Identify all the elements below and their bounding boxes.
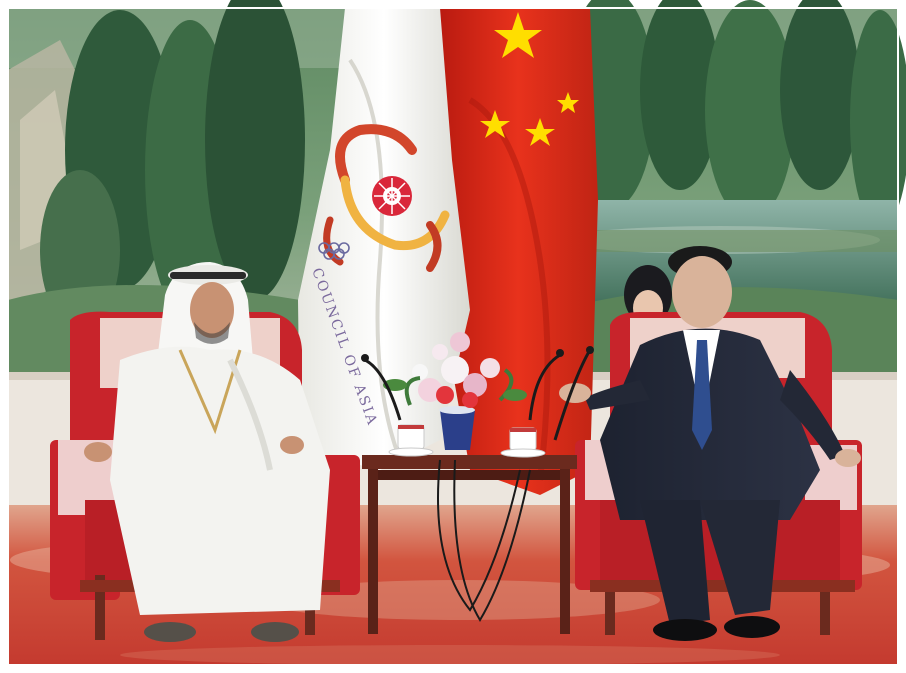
oca-emblem-icon <box>318 124 450 272</box>
microphone-icon <box>553 346 594 441</box>
right-seated-person <box>559 246 861 641</box>
flower-arrangement <box>383 332 527 450</box>
flag-star-icon <box>480 110 510 138</box>
oca-flag: COUNCIL OF ASIA <box>298 8 470 470</box>
china-flag <box>438 8 598 495</box>
flag-star-icon <box>557 92 579 113</box>
tea-cup-icon <box>388 424 434 457</box>
flag-star-icon <box>525 118 555 146</box>
tea-cup-icon <box>500 427 546 458</box>
microphone-icon <box>528 349 564 421</box>
side-table <box>362 455 577 634</box>
microphone-icon <box>361 354 402 421</box>
flag-star-icon <box>494 12 542 58</box>
left-seated-person <box>84 262 330 642</box>
